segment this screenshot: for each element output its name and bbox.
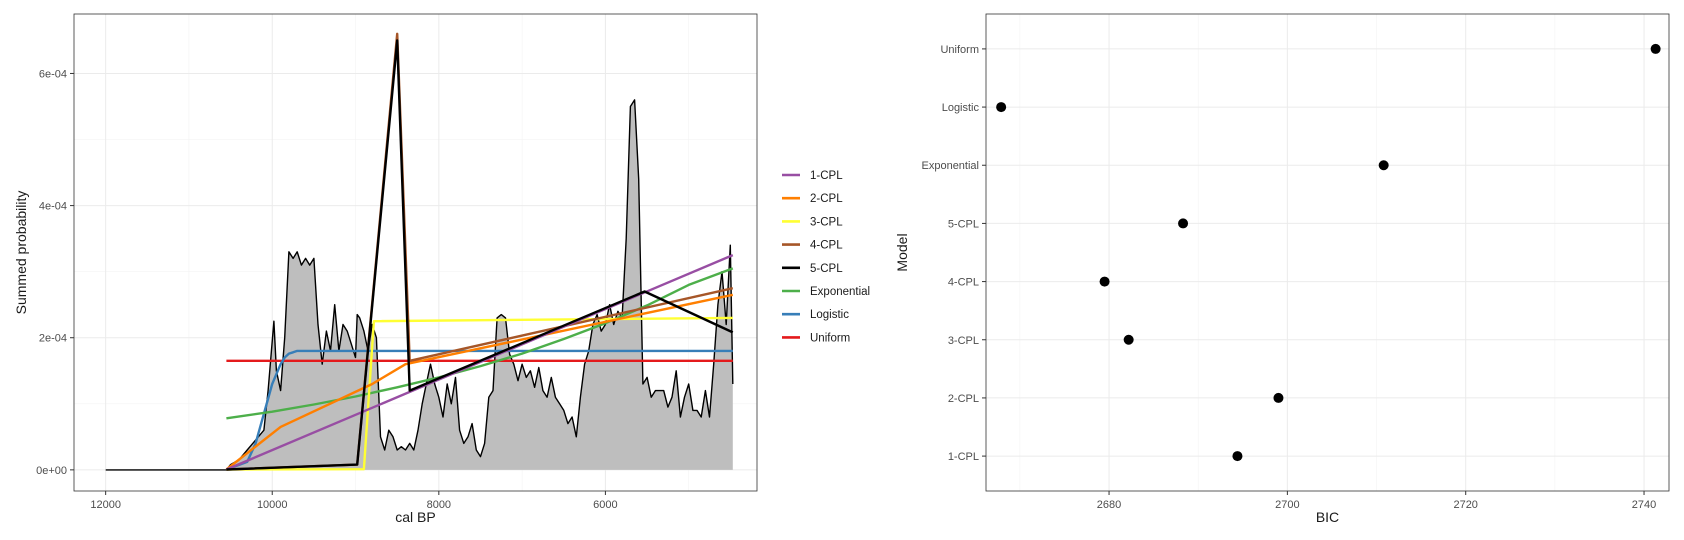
series-line-5-cpl (226, 39, 734, 471)
left-chart-x-axis: 12000 10000 8000 6000 (90, 491, 618, 511)
x-tick-label: 6000 (593, 499, 617, 511)
point-5-cpl (1178, 218, 1189, 229)
x-tick-label: 2720 (1453, 499, 1477, 511)
legend-item-2-cpl: 2-CPL (782, 193, 843, 205)
y-tick-label: 4-CPL (948, 277, 979, 289)
bic-dot-chart: 2680 2700 2720 2740 1-CPL 2-CPL 3-CPL 4-CPL 5-C… (894, 13, 1670, 525)
left-chart-y-axis: 0e+00 2e-04 4e-04 6e-04 (36, 68, 74, 477)
y-tick-label: 5-CPL (948, 218, 979, 230)
legend-label: Logistic (810, 309, 849, 321)
point-3-cpl (1123, 334, 1134, 345)
x-tick-label: 2740 (1632, 499, 1656, 511)
y-tick-label: 1-CPL (948, 451, 979, 463)
x-tick-label: 12000 (90, 499, 121, 511)
legend-label: 2-CPL (810, 193, 843, 205)
y-tick-label: 3-CPL (948, 335, 979, 347)
right-chart-x-axis-title: BIC (1316, 509, 1339, 525)
y-tick-label: 2e-04 (39, 333, 67, 345)
point-2-cpl (1273, 392, 1284, 403)
y-tick-label: 4e-04 (39, 201, 67, 213)
legend-label: 1-CPL (810, 170, 843, 182)
legend-label: 4-CPL (810, 240, 843, 252)
right-chart-points (996, 43, 1661, 462)
spd-outline (105, 99, 734, 471)
y-tick-label: 6e-04 (39, 68, 67, 80)
left-chart-panel-border (73, 13, 758, 492)
legend-item-3-cpl: 3-CPL (782, 216, 843, 228)
legend-item-logistic: Logistic (782, 309, 849, 321)
right-chart-x-axis: 2680 2700 2720 2740 (1097, 491, 1656, 511)
legend-label: Exponential (810, 286, 870, 298)
left-chart-y-axis-title: Summed probability (13, 191, 29, 315)
left-chart-x-axis-title: cal BP (395, 509, 435, 525)
series-line-logistic (225, 349, 733, 471)
legend-item-uniform: Uniform (782, 332, 850, 344)
spd-area (105, 99, 733, 470)
legend: 1-CPL 2-CPL 3-CPL 4-CPL 5-CPL Exponential Logi… (782, 170, 870, 344)
right-chart-gridlines (986, 14, 1669, 491)
series-line-2-cpl (225, 293, 734, 471)
legend-item-5-cpl: 5-CPL (782, 263, 843, 275)
y-tick-label: Uniform (940, 44, 979, 56)
legend-item-1-cpl: 1-CPL (782, 170, 843, 182)
legend-label: 5-CPL (810, 263, 843, 275)
x-tick-label: 8000 (427, 499, 451, 511)
y-tick-label: Exponential (922, 160, 980, 172)
x-tick-label: 2700 (1275, 499, 1299, 511)
legend-item-4-cpl: 4-CPL (782, 240, 843, 252)
right-chart-y-axis: 1-CPL 2-CPL 3-CPL 4-CPL 5-CPL Exponential Logi… (922, 44, 986, 463)
x-tick-label: 10000 (257, 499, 288, 511)
series-line-3-cpl (226, 316, 733, 471)
y-tick-label: 2-CPL (948, 393, 979, 405)
right-chart-y-axis-title: Model (894, 233, 910, 271)
y-tick-label: 0e+00 (36, 465, 67, 477)
point-4-cpl (1099, 276, 1110, 287)
right-chart-panel-border (985, 13, 1670, 492)
left-chart-model-lines (225, 32, 734, 471)
point-uniform (1650, 43, 1661, 54)
left-chart-spd-area (105, 99, 734, 471)
legend-label: Uniform (810, 332, 850, 344)
point-exponential (1378, 160, 1389, 171)
legend-label: 3-CPL (810, 216, 843, 228)
y-tick-label: Logistic (942, 102, 980, 114)
legend-item-exponential: Exponential (782, 286, 870, 298)
point-logistic (996, 102, 1007, 113)
x-tick-label: 2680 (1097, 499, 1121, 511)
series-line-exponential (226, 267, 734, 420)
point-1-cpl (1232, 451, 1243, 462)
